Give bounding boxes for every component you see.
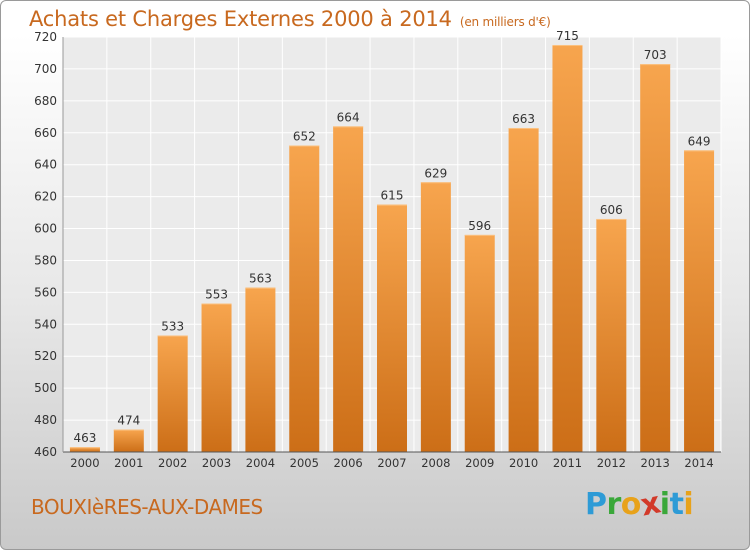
chart-subtitle: (en milliers d'€) <box>459 15 551 29</box>
x-tick-label: 2012 <box>597 456 626 470</box>
bar-2006 <box>333 126 364 452</box>
bar-2013 <box>640 64 671 452</box>
data-label: 663 <box>512 112 535 126</box>
bar-2011 <box>552 44 583 452</box>
proxiti-logo: Proxiti <box>585 485 694 523</box>
x-tick-label: 2008 <box>421 456 450 470</box>
y-tick-label: 460 <box>34 445 57 459</box>
y-tick-label: 600 <box>34 222 57 236</box>
bar-2008 <box>420 182 451 452</box>
data-label: 463 <box>73 431 96 445</box>
x-tick-label: 2001 <box>114 456 143 470</box>
bar-2010 <box>508 127 539 452</box>
logo-letter: i <box>659 487 670 522</box>
y-tick-label: 700 <box>34 62 57 76</box>
data-label: 629 <box>424 166 447 180</box>
chart-title: Achats et Charges Externes 2000 à 2014 (e… <box>29 7 551 31</box>
data-label: 596 <box>468 219 491 233</box>
data-label: 533 <box>161 319 184 333</box>
y-tick-label: 520 <box>34 349 57 363</box>
logo-letter: o <box>620 487 642 522</box>
data-label: 615 <box>381 189 404 203</box>
bar-2003 <box>201 303 232 452</box>
x-tick-label: 2014 <box>684 456 713 470</box>
data-label: 715 <box>556 29 579 43</box>
bar-2005 <box>289 145 320 453</box>
commune-name: BOUXIèRES-AUX-DAMES <box>31 495 263 519</box>
y-tick-label: 680 <box>34 94 57 108</box>
x-tick-label: 2013 <box>641 456 670 470</box>
data-label: 553 <box>205 288 228 302</box>
x-tick-label: 2002 <box>158 456 187 470</box>
y-tick-label: 480 <box>34 413 57 427</box>
data-label: 652 <box>293 130 316 144</box>
x-tick-label: 2006 <box>333 456 362 470</box>
bar-2000 <box>69 447 100 452</box>
bar-2007 <box>377 204 407 452</box>
y-tick-label: 720 <box>34 30 57 44</box>
bar-2012 <box>596 218 627 452</box>
data-label: 563 <box>249 272 272 286</box>
logo-letter: P <box>585 487 607 522</box>
x-tick-label: 2000 <box>70 456 99 470</box>
bar-2002 <box>157 335 188 452</box>
data-label: 703 <box>644 48 667 62</box>
y-tick-label: 500 <box>34 381 57 395</box>
x-tick-label: 2007 <box>377 456 406 470</box>
y-tick-label: 540 <box>34 317 57 331</box>
data-label: 664 <box>337 110 360 124</box>
x-tick-label: 2004 <box>246 456 275 470</box>
bar-2014 <box>684 150 715 453</box>
x-tick-label: 2003 <box>202 456 231 470</box>
y-tick-label: 640 <box>34 158 57 172</box>
x-tick-label: 2010 <box>509 456 538 470</box>
logo-letter: r <box>606 487 622 522</box>
logo-letter: t <box>669 487 684 522</box>
x-tick-label: 2005 <box>290 456 319 470</box>
x-tick-label: 2009 <box>465 456 494 470</box>
data-label: 649 <box>688 134 711 148</box>
bar-2009 <box>464 234 495 452</box>
logo-letter: i <box>683 487 694 522</box>
bar-2004 <box>245 287 276 452</box>
y-tick-label: 660 <box>34 126 57 140</box>
data-label: 606 <box>600 203 623 217</box>
y-tick-label: 580 <box>34 253 57 267</box>
data-label: 474 <box>117 414 140 428</box>
x-tick-label: 2011 <box>553 456 582 470</box>
y-tick-label: 560 <box>34 285 57 299</box>
chart-title-text: Achats et Charges Externes 2000 à 2014 <box>29 7 452 31</box>
bar-2001 <box>113 429 144 452</box>
y-tick-label: 620 <box>34 190 57 204</box>
